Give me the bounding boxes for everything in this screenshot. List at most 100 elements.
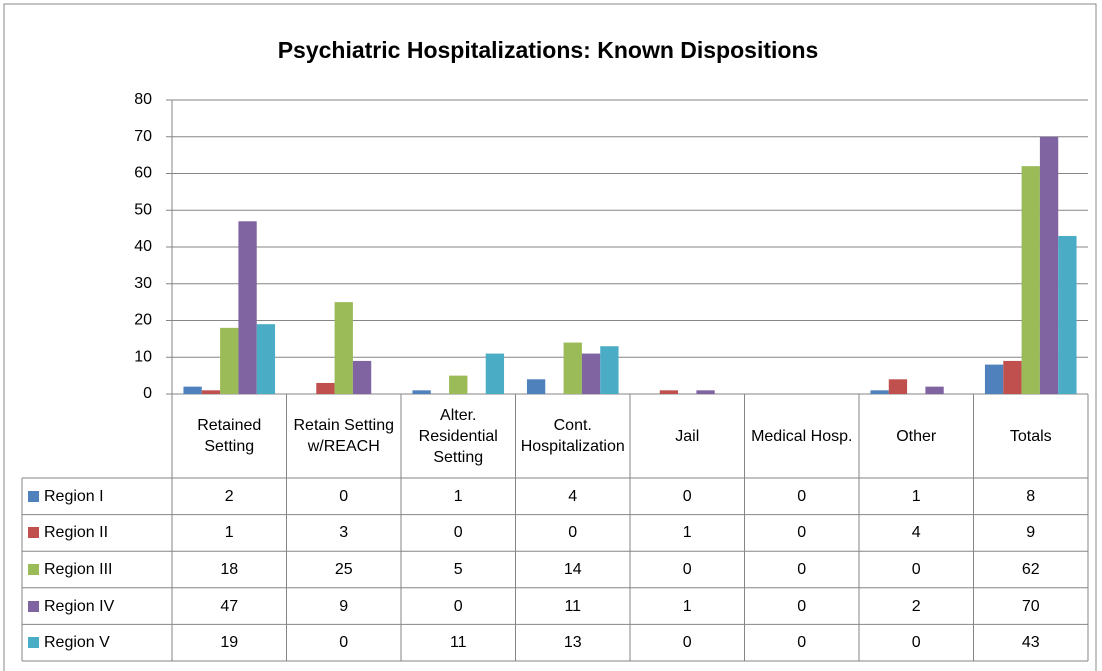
table-value: 43 bbox=[1021, 634, 1040, 652]
table-value: 0 bbox=[797, 634, 807, 652]
bar bbox=[925, 386, 944, 394]
bar bbox=[256, 324, 276, 394]
table-value: 9 bbox=[1026, 524, 1036, 542]
table-value: 0 bbox=[797, 597, 807, 615]
table-value: 11 bbox=[449, 634, 467, 652]
table-value: 14 bbox=[563, 560, 582, 578]
bar bbox=[449, 375, 468, 394]
table-value: 0 bbox=[682, 487, 692, 505]
legend-key bbox=[28, 563, 39, 575]
bar bbox=[1039, 136, 1059, 394]
bar bbox=[659, 390, 679, 394]
x-tick-label: Medical Hosp. bbox=[751, 427, 853, 445]
table-value: 62 bbox=[1021, 560, 1040, 578]
x-tick-label: Alter. Residential Setting bbox=[418, 406, 498, 466]
table-value: 13 bbox=[563, 634, 582, 652]
y-tick-label: 60 bbox=[134, 165, 152, 182]
y-tick-label: 0 bbox=[143, 385, 152, 402]
legend-entry: Region I bbox=[22, 478, 172, 515]
table-value: 0 bbox=[453, 524, 463, 542]
legend-label: Region I bbox=[44, 487, 104, 505]
table-value: 2 bbox=[224, 487, 234, 505]
bar bbox=[183, 386, 202, 394]
table-value: 5 bbox=[453, 560, 463, 578]
y-tick-label: 50 bbox=[134, 201, 152, 218]
bar bbox=[412, 390, 431, 394]
table-value: 0 bbox=[911, 634, 921, 652]
bar bbox=[526, 379, 546, 394]
bar bbox=[238, 221, 257, 394]
x-tick-label: Retained Setting bbox=[197, 417, 262, 455]
bar bbox=[1003, 360, 1022, 394]
table-value: 4 bbox=[568, 487, 578, 505]
table-value: 0 bbox=[453, 597, 463, 615]
table-value: 1 bbox=[453, 487, 463, 505]
table-value: 0 bbox=[682, 634, 692, 652]
table-value: 1 bbox=[224, 524, 234, 542]
y-tick-label: 70 bbox=[134, 128, 152, 145]
legend-label: Region III bbox=[44, 560, 113, 578]
table-value: 0 bbox=[339, 487, 349, 505]
table-value: 4 bbox=[911, 524, 921, 542]
y-tick-label: 40 bbox=[134, 238, 152, 255]
y-tick-label: 80 bbox=[134, 91, 152, 108]
bar bbox=[220, 327, 239, 394]
table-value: 19 bbox=[220, 634, 239, 652]
table-value: 8 bbox=[1026, 487, 1036, 505]
legend-key bbox=[28, 527, 39, 539]
bar bbox=[870, 390, 889, 394]
table-value: 0 bbox=[568, 524, 578, 542]
table-value: 70 bbox=[1021, 597, 1040, 615]
bar bbox=[334, 302, 353, 394]
y-tick-label: 20 bbox=[134, 312, 152, 329]
chart-title: Psychiatric Hospitalizations: Known Disp… bbox=[278, 37, 819, 63]
bar bbox=[696, 390, 715, 394]
table-value: 0 bbox=[797, 524, 807, 542]
bar bbox=[1058, 235, 1077, 394]
bar bbox=[485, 353, 505, 394]
x-tick-label: Cont. Hospitalization bbox=[520, 417, 625, 455]
table-value: 2 bbox=[911, 597, 921, 615]
table-value: 1 bbox=[911, 487, 921, 505]
bar bbox=[600, 346, 619, 394]
table-value: 3 bbox=[339, 524, 349, 542]
legend-entry: Region V bbox=[22, 624, 172, 661]
chart-border bbox=[3, 3, 1097, 671]
table-value: 9 bbox=[339, 597, 349, 615]
legend-label: Region V bbox=[44, 634, 110, 652]
table-value: 0 bbox=[682, 560, 692, 578]
table-value: 11 bbox=[564, 597, 582, 615]
legend-entry: Region IV bbox=[22, 588, 172, 625]
x-tick-label: Jail bbox=[675, 427, 700, 445]
bar bbox=[1021, 166, 1040, 394]
bar bbox=[201, 390, 221, 394]
table-value: 1 bbox=[682, 524, 692, 542]
x-tick-label: Retain Setting w/REACH bbox=[293, 417, 394, 455]
bar bbox=[316, 382, 335, 394]
bar bbox=[563, 342, 582, 394]
table-value: 0 bbox=[797, 487, 807, 505]
table-value: 0 bbox=[797, 560, 807, 578]
legend-entry: Region II bbox=[22, 515, 172, 552]
table-value: 47 bbox=[220, 597, 239, 615]
legend-entry: Region III bbox=[22, 551, 172, 588]
table-value: 25 bbox=[334, 560, 353, 578]
legend-key bbox=[28, 490, 39, 502]
y-tick-label: 10 bbox=[134, 348, 152, 365]
x-tick-label: Totals bbox=[1009, 427, 1052, 445]
table-value: 0 bbox=[911, 560, 921, 578]
x-tick-label: Other bbox=[896, 427, 937, 445]
table-value: 0 bbox=[339, 634, 349, 652]
legend-label: Region IV bbox=[44, 597, 115, 615]
legend-label: Region II bbox=[44, 524, 109, 542]
legend-key bbox=[28, 600, 39, 612]
bar bbox=[888, 379, 908, 394]
legend-key bbox=[28, 637, 39, 649]
bar bbox=[984, 364, 1004, 394]
table-value: 18 bbox=[220, 560, 239, 578]
y-tick-label: 30 bbox=[134, 275, 152, 292]
bar bbox=[352, 360, 372, 394]
bar bbox=[581, 353, 601, 394]
